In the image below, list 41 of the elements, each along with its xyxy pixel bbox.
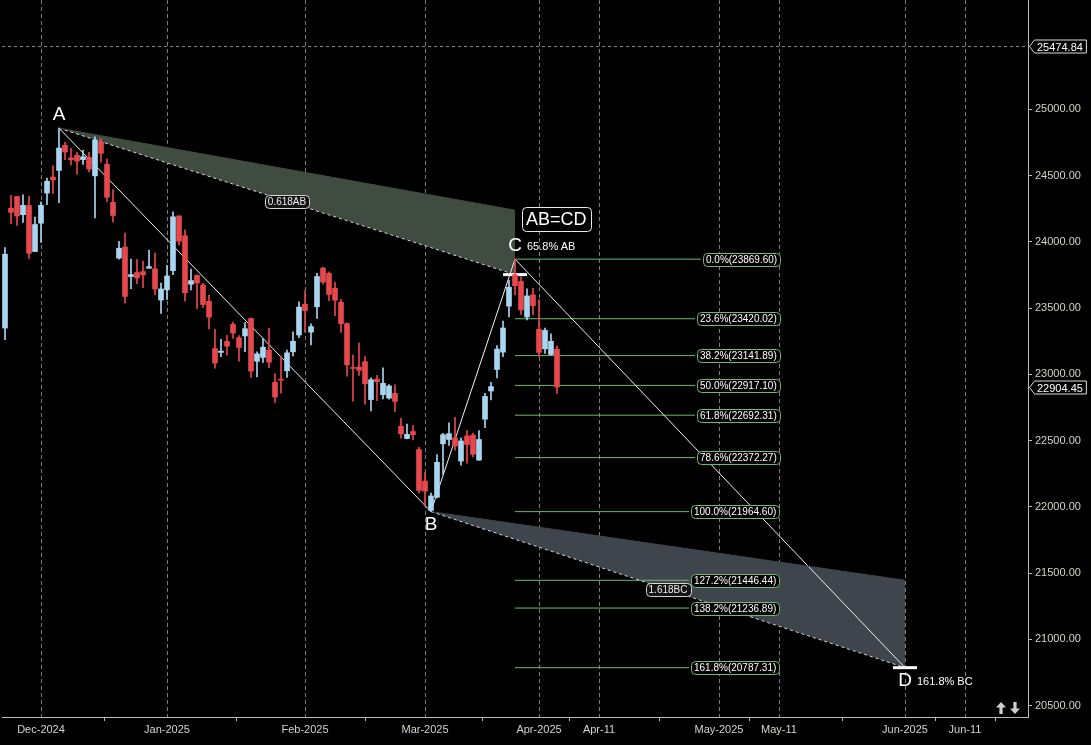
y-tick-label: 20500.00 [1035, 698, 1081, 711]
series-label: 1.618BC [648, 584, 688, 596]
x-tick-label: Feb-2025 [281, 722, 329, 735]
series-label: 50.0%(22917.10) [700, 380, 777, 392]
y-tick-label: 22000.00 [1035, 499, 1081, 512]
x-tick-label: Jan-2025 [144, 722, 190, 735]
series-label: 0.618AB [267, 196, 307, 208]
data-label: A [52, 103, 66, 125]
ref-line-label: 25474.84 [1037, 40, 1083, 53]
y-tick-label: 24500.00 [1035, 168, 1081, 181]
series-label: 0.0%(23869.60) [706, 253, 778, 265]
series-label: 100.0%(21964.60) [694, 506, 777, 518]
x-tick-label: May-2025 [694, 722, 744, 735]
y-tick-label: 25000.00 [1035, 102, 1081, 115]
x-tick-label: Apr-2025 [516, 722, 562, 735]
series-label: 138.2%(21236.89) [694, 602, 777, 614]
x-tick-label: Jun-2025 [882, 722, 928, 735]
text: 22904.45 [1037, 381, 1083, 394]
x-tick-label: May-11 [761, 722, 797, 735]
data-label: D [898, 668, 912, 690]
series-label: AB=CD [526, 209, 587, 230]
series-label: 127.2%(21446.44) [694, 575, 777, 587]
series-label: 61.8%(22692.31) [700, 409, 777, 421]
y-tick-label: 21500.00 [1035, 566, 1081, 579]
series-label: 78.6%(22372.27) [700, 452, 777, 464]
y-tick-label: 22500.00 [1035, 433, 1081, 446]
x-tick-label: Apr-11 [582, 722, 616, 735]
series-label: 161.8%(20787.31) [694, 662, 777, 674]
annotation: 161.8% BC [917, 674, 973, 687]
y-tick-label: 23000.00 [1035, 367, 1081, 380]
annotation: 65.8% AB [527, 240, 576, 253]
y-tick-label: 21000.00 [1035, 632, 1081, 645]
data-label: B [424, 512, 438, 534]
x-tick-label: Mar-2025 [401, 722, 449, 735]
series-label: 23.6%(23420.02) [700, 313, 777, 325]
x-tick-label: Jun-11 [948, 722, 982, 735]
y-tick-label: 24000.00 [1035, 234, 1081, 247]
x-tick-label: Dec-2024 [17, 722, 65, 735]
y-tick-label: 23500.00 [1035, 301, 1081, 314]
data-label: C [508, 234, 522, 256]
series-label: 38.2%(23141.89) [700, 350, 777, 362]
